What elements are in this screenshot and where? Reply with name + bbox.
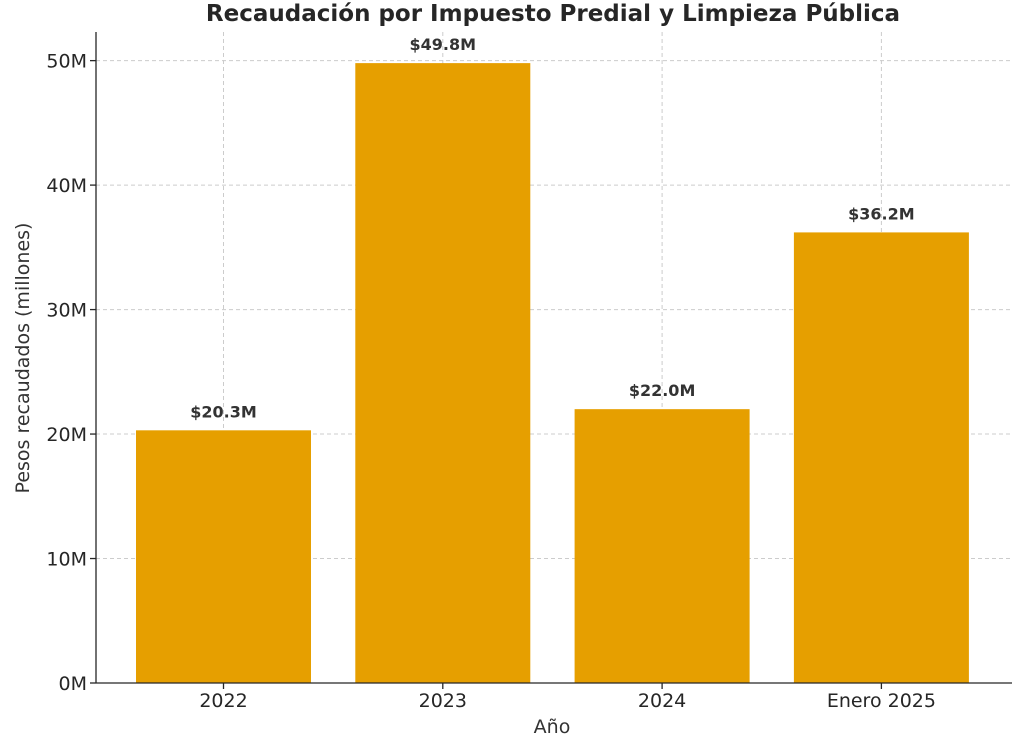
x-axis-label: Año — [534, 716, 571, 738]
bar-2024 — [574, 409, 750, 683]
data-label: $36.2M — [848, 204, 915, 223]
chart-title: Recaudación por Impuesto Predial y Limpi… — [206, 1, 900, 27]
data-label: $49.8M — [410, 35, 477, 54]
data-label: $22.0M — [629, 381, 696, 400]
y-tick-label: 0M — [59, 673, 87, 695]
y-tick-label: 40M — [46, 175, 87, 197]
bar-enero-2025 — [793, 232, 969, 683]
x-tick-label: Enero 2025 — [827, 690, 936, 712]
axes — [95, 32, 1012, 684]
x-tick-label: 2022 — [199, 690, 247, 712]
y-tick-label: 30M — [46, 300, 87, 322]
bar-2022 — [136, 430, 311, 683]
bars — [136, 63, 969, 684]
x-tick-label: 2023 — [419, 690, 467, 712]
y-tick-label: 10M — [46, 549, 87, 571]
x-tick-label: 2024 — [638, 690, 686, 712]
y-axis-label: Pesos recaudados (millones) — [12, 223, 34, 494]
data-label: $20.3M — [190, 402, 257, 421]
bar-2023 — [355, 63, 531, 684]
x-axis-ticks: 2022 2023 2024 Enero 2025 — [199, 683, 936, 712]
data-labels: $20.3M $49.8M $22.0M $36.2M — [190, 35, 914, 421]
y-axis-ticks: 0M 10M 20M 30M 40M 50M — [46, 51, 96, 695]
y-tick-label: 50M — [46, 51, 87, 73]
y-tick-label: 20M — [46, 424, 87, 446]
